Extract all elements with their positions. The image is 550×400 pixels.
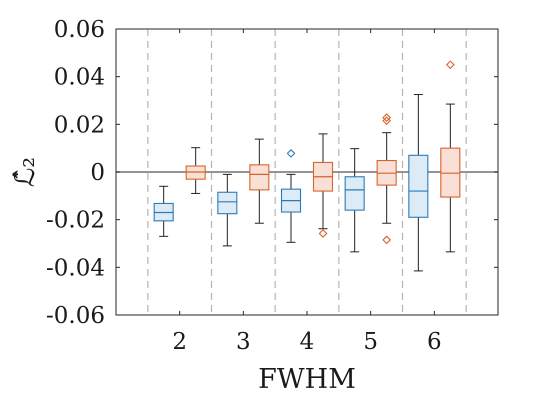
y-tick-label: 0 <box>90 160 105 186</box>
y-tick-label: 0.04 <box>54 65 105 91</box>
outlier-point <box>445 60 455 70</box>
y-axis-label: ℒ̂₂ <box>10 157 41 187</box>
box-group <box>217 173 238 247</box>
y-tick-label: 0.02 <box>54 112 105 138</box>
outlier-point <box>286 149 296 158</box>
box-iqr <box>217 191 238 215</box>
x-axis-label: FWHM <box>258 364 356 395</box>
box-group <box>312 133 334 238</box>
box-group <box>185 147 206 194</box>
x-tick-label: 6 <box>427 329 442 355</box>
outlier-point <box>382 113 392 123</box>
x-tick-label: 2 <box>172 329 187 355</box>
y-tick-label: -0.02 <box>46 208 105 234</box>
x-tick-label: 3 <box>236 329 251 355</box>
box-group <box>440 60 461 253</box>
box-iqr <box>249 164 270 191</box>
box-group <box>153 185 174 237</box>
box-group <box>280 149 302 243</box>
box-group <box>249 138 270 224</box>
x-tick-label: 4 <box>300 329 315 355</box>
x-axis-ticks: 2 3 4 5 6 <box>172 29 442 355</box>
outlier-point <box>382 235 392 245</box>
box-group <box>344 148 365 253</box>
x-tick-label: 5 <box>363 329 378 355</box>
y-tick-label: -0.06 <box>46 303 105 329</box>
outlier-point <box>318 229 328 238</box>
y-tick-label: 0.06 <box>54 17 105 43</box>
box-group <box>376 113 397 245</box>
y-tick-label: -0.04 <box>46 255 105 281</box>
box-iqr <box>344 176 365 211</box>
box-iqr <box>408 154 429 218</box>
y-axis-ticks: -0.06 -0.04 -0.02 0 0.02 0.04 0.06 <box>46 17 498 329</box>
boxes-layer <box>153 60 461 272</box>
box-group <box>408 94 429 272</box>
